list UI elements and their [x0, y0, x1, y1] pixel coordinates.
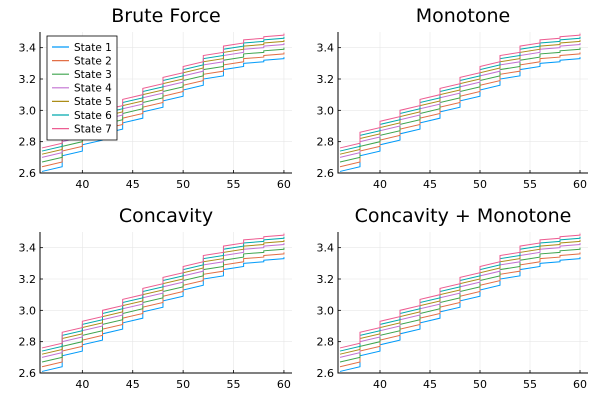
subplot-title: Concavity + Monotone [355, 205, 572, 227]
legend-label: State 7 [74, 123, 112, 135]
x-tick-label: 50 [176, 378, 190, 391]
subplot-2: Monotone 40 45 50 55 60 2.6 2.8 3.0 3.2 3.4 [317, 5, 588, 191]
legend-label: State 1 [74, 42, 112, 54]
series-line-state-2 [41, 252, 285, 368]
legend-label: State 5 [74, 96, 112, 108]
x-tick-label: 45 [423, 378, 437, 391]
y-tick-label: 3.4 [19, 242, 37, 255]
x-tick-label: 45 [423, 178, 437, 191]
y-tick-label: 2.8 [19, 336, 37, 349]
x-tick-label: 60 [277, 178, 291, 191]
x-tick-label: 55 [227, 178, 241, 191]
y-tick-label: 3.0 [317, 304, 335, 317]
legend-label: State 3 [74, 69, 112, 81]
y-tick-label: 3.2 [317, 73, 335, 86]
y-tick-label: 2.8 [317, 136, 335, 149]
x-tick-label: 60 [573, 378, 587, 391]
series-line-state-1 [339, 57, 581, 172]
y-tick-label: 3.0 [19, 304, 37, 317]
y-tick-label: 2.6 [317, 167, 335, 180]
x-tick-label: 55 [523, 378, 537, 391]
series-line-state-2 [339, 252, 581, 368]
series-line-state-7 [41, 233, 285, 349]
y-tick-label: 3.4 [19, 42, 37, 55]
subplot-4: Concavity + Monotone 40 45 50 55 60 2.6 2.8 3.0 3… [317, 205, 588, 391]
legend-label: State 2 [74, 55, 112, 67]
series-line-state-7 [339, 233, 581, 349]
x-tick-label: 50 [473, 178, 487, 191]
x-tick-label: 40 [373, 378, 387, 391]
x-tick-label: 50 [176, 178, 190, 191]
series-line-state-1 [339, 257, 581, 372]
y-tick-label: 3.2 [19, 273, 37, 286]
y-tick-label: 2.6 [317, 367, 335, 380]
subplot-title: Brute Force [111, 5, 220, 27]
y-tick-label: 2.8 [317, 336, 335, 349]
legend-label: State 6 [74, 110, 112, 122]
series-line-state-7 [339, 33, 581, 149]
x-tick-label: 45 [126, 378, 140, 391]
x-tick-label: 40 [373, 178, 387, 191]
y-tick-label: 2.6 [19, 367, 37, 380]
y-tick-label: 3.4 [317, 242, 335, 255]
legend-label: State 4 [74, 83, 112, 95]
x-tick-label: 55 [227, 378, 241, 391]
x-tick-label: 60 [573, 178, 587, 191]
subplot-1: Brute Force 40 45 50 55 60 2.6 2.8 3.0 3.2 3.4 Stat… [19, 5, 292, 191]
x-tick-label: 50 [473, 378, 487, 391]
x-tick-label: 60 [277, 378, 291, 391]
y-tick-label: 3.2 [19, 73, 37, 86]
subplot-title: Concavity [119, 205, 213, 227]
series-line-state-1 [41, 257, 285, 372]
series-line-state-2 [339, 52, 581, 168]
y-tick-label: 3.4 [317, 42, 335, 55]
subplot-title: Monotone [416, 5, 511, 27]
subplot-3: Concavity 40 45 50 55 60 2.6 2.8 3.0 3.2 3.4 [19, 205, 292, 391]
y-tick-label: 2.6 [19, 167, 37, 180]
y-tick-label: 3.0 [317, 104, 335, 117]
y-tick-label: 3.2 [317, 273, 335, 286]
y-tick-label: 3.0 [19, 104, 37, 117]
x-tick-label: 45 [126, 178, 140, 191]
x-tick-label: 55 [523, 178, 537, 191]
y-tick-label: 2.8 [19, 136, 37, 149]
x-tick-label: 40 [75, 378, 89, 391]
x-tick-label: 40 [75, 178, 89, 191]
